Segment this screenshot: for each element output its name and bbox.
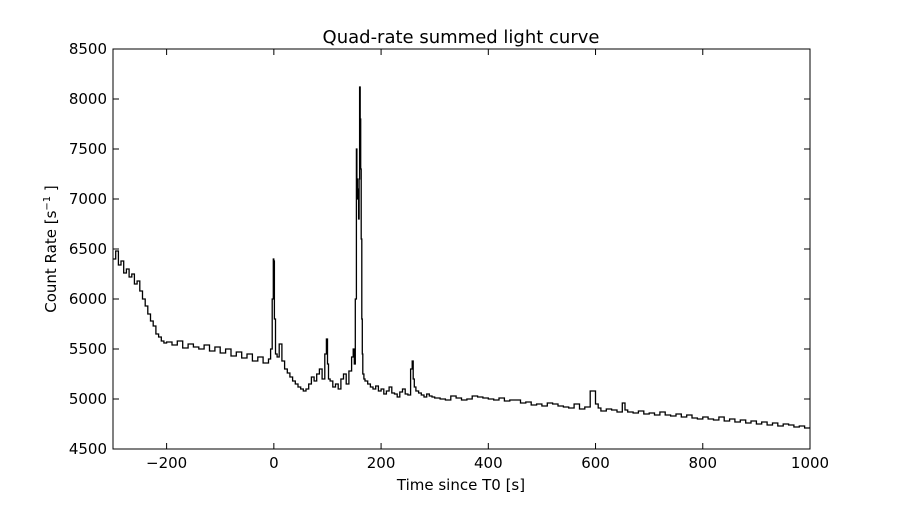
y-axis-label: Count Rate [s−1 ] (42, 185, 60, 313)
x-axis: −200 0 200 400 600 800 1000 (146, 49, 829, 472)
y-axis-label-main: Count Rate [s (42, 210, 60, 312)
y-tick-label: 7500 (69, 140, 107, 158)
x-tick-label: 0 (269, 454, 279, 472)
y-tick-label: 8500 (69, 40, 107, 58)
x-tick-label: 600 (581, 454, 610, 472)
y-axis-label-tail: ] (42, 185, 60, 196)
x-tick-label: 800 (688, 454, 717, 472)
plot-frame (112, 48, 811, 450)
y-axis-label-superscript: −1 (42, 196, 53, 211)
x-tick-label: 1000 (791, 454, 829, 472)
x-tick-label: −200 (146, 454, 187, 472)
x-tick-label: 400 (474, 454, 503, 472)
series-line (113, 86, 810, 429)
y-tick-label: 6500 (69, 240, 107, 258)
y-tick-label: 6000 (69, 290, 107, 308)
y-tick-label: 8000 (69, 90, 107, 108)
plot-area (113, 86, 810, 429)
x-axis-label: Time since T0 [s] (396, 476, 525, 494)
y-tick-label: 5500 (69, 340, 107, 358)
y-axis: 4500 5000 5500 6000 6500 7000 7500 8000 8500 (69, 40, 810, 458)
x-tick-label: 200 (367, 454, 396, 472)
y-tick-label: 7000 (69, 190, 107, 208)
chart-title: Quad-rate summed light curve (323, 27, 600, 48)
y-tick-label: 4500 (69, 440, 107, 458)
y-tick-label: 5000 (69, 390, 107, 408)
